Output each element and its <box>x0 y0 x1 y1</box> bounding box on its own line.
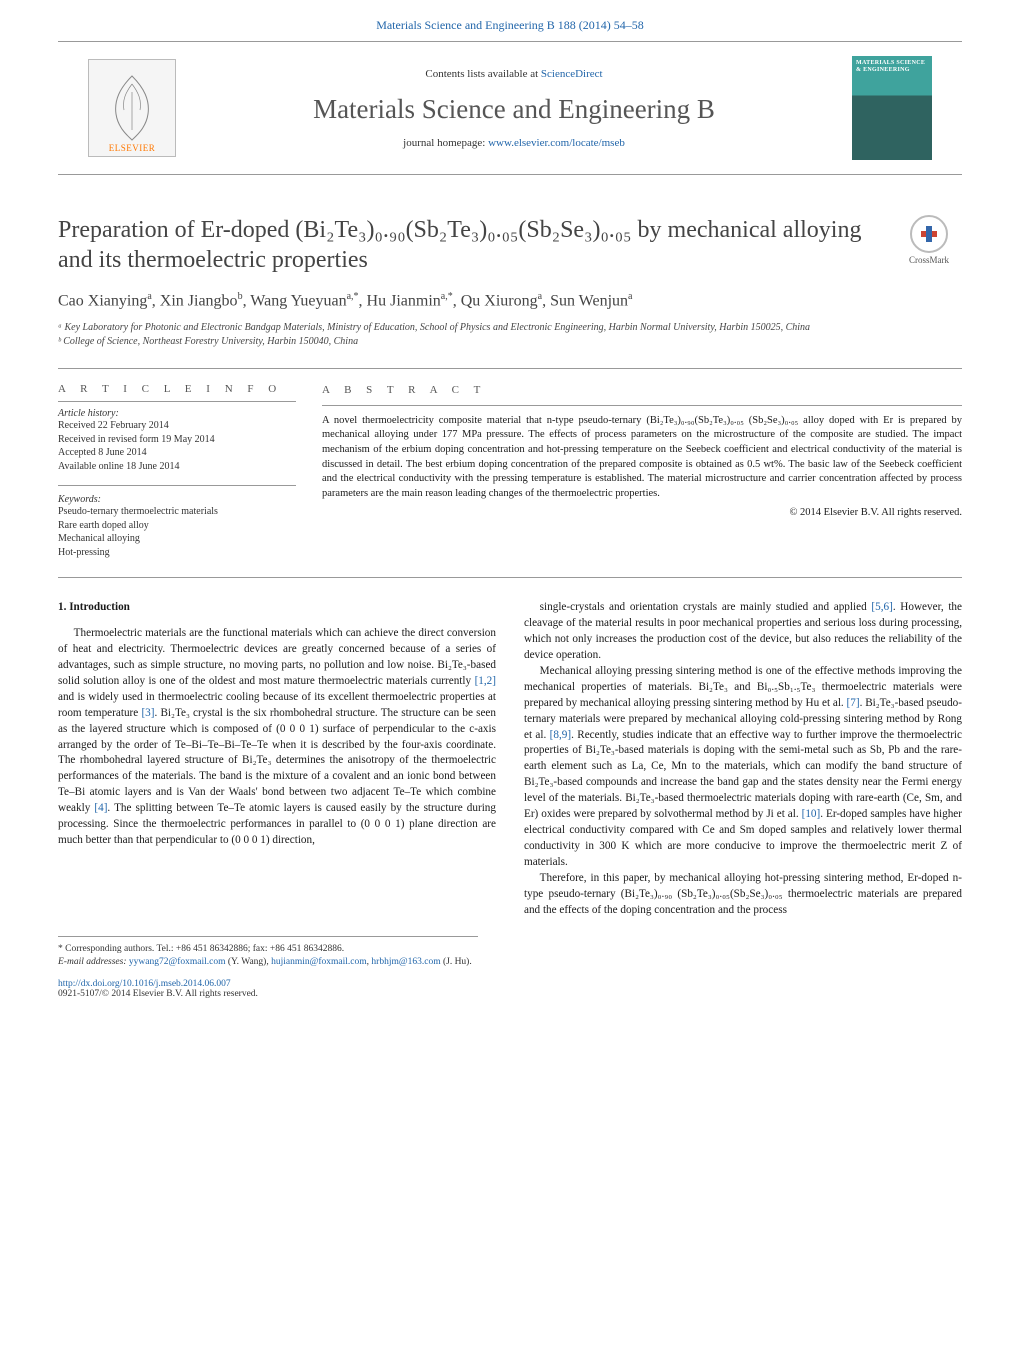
keyword: Mechanical alloying <box>58 532 296 546</box>
keyword: Rare earth doped alloy <box>58 519 296 533</box>
abstract-column: A B S T R A C T A novel thermoelectricit… <box>322 383 962 559</box>
keyword: Pseudo-ternary thermoelectric materials <box>58 505 296 519</box>
email-line: E-mail addresses: yywang72@foxmail.com (… <box>58 956 478 969</box>
banner-center: Contents lists available at ScienceDirec… <box>176 68 852 149</box>
history-line: Received in revised form 19 May 2014 <box>58 433 296 447</box>
cover-title: MATERIALS SCIENCE & ENGINEERING <box>856 60 928 73</box>
crossmark-icon <box>910 215 948 253</box>
article-info-column: A R T I C L E I N F O Article history: R… <box>58 383 296 559</box>
intro-para-2: single-crystals and orientation crystals… <box>524 600 962 664</box>
running-head: Materials Science and Engineering B 188 … <box>0 0 1020 41</box>
email-who-1: (Y. Wang), <box>226 957 272 967</box>
intro-para-3: Mechanical alloying pressing sintering m… <box>524 664 962 871</box>
paper-title: Preparation of Er-doped (Bi₂Te₃)₀.₉₀(Sb₂… <box>58 215 880 275</box>
affiliation-b: ᵇ College of Science, Northeast Forestry… <box>58 335 962 349</box>
intro-para-4: Therefore, in this paper, by mechanical … <box>524 871 962 919</box>
abstract-head: A B S T R A C T <box>322 383 962 405</box>
contents-line: Contents lists available at ScienceDirec… <box>176 68 852 80</box>
history-line: Accepted 8 June 2014 <box>58 446 296 460</box>
email-link-2[interactable]: hujianmin@foxmail.com <box>271 957 367 967</box>
email-link-1[interactable]: yywang72@foxmail.com <box>129 957 226 967</box>
doi-block: http://dx.doi.org/10.1016/j.mseb.2014.06… <box>58 979 962 999</box>
authors-line: Cao Xianyinga, Xin Jiangbob, Wang Yueyua… <box>58 289 962 313</box>
elsevier-wordmark: ELSEVIER <box>109 143 156 153</box>
journal-name: Materials Science and Engineering B <box>176 94 852 125</box>
history-line: Available online 18 June 2014 <box>58 460 296 474</box>
doi-link[interactable]: http://dx.doi.org/10.1016/j.mseb.2014.06… <box>58 979 231 989</box>
body-col-left: 1. Introduction Thermoelectric materials… <box>58 600 496 918</box>
sciencedirect-link[interactable]: ScienceDirect <box>541 68 603 80</box>
affiliations: ᵃ Key Laboratory for Photonic and Electr… <box>58 321 962 348</box>
crossmark-badge[interactable]: CrossMark <box>896 215 962 265</box>
email-link-3[interactable]: hrbhjm@163.com <box>371 957 440 967</box>
footnotes: * Corresponding authors. Tel.: +86 451 8… <box>58 936 478 969</box>
abstract-copyright: © 2014 Elsevier B.V. All rights reserved… <box>322 506 962 521</box>
elsevier-logo: ELSEVIER <box>88 59 176 157</box>
history-head: Article history: <box>58 408 296 419</box>
corresponding-note: * Corresponding authors. Tel.: +86 451 8… <box>58 943 478 956</box>
article-info-head: A R T I C L E I N F O <box>58 383 296 402</box>
abstract-body: A novel thermoelectricity composite mate… <box>322 414 962 502</box>
section-head-intro: 1. Introduction <box>58 600 496 616</box>
issn-line: 0921-5107/© 2014 Elsevier B.V. All right… <box>58 989 258 999</box>
history-line: Received 22 February 2014 <box>58 419 296 433</box>
crossmark-label: CrossMark <box>909 255 949 265</box>
email-label: E-mail addresses: <box>58 957 129 967</box>
body-col-right: single-crystals and orientation crystals… <box>524 600 962 918</box>
homepage-link[interactable]: www.elsevier.com/locate/mseb <box>488 137 625 149</box>
homepage-line: journal homepage: www.elsevier.com/locat… <box>176 137 852 149</box>
elsevier-tree-icon <box>100 70 164 146</box>
intro-para-1: Thermoelectric materials are the functio… <box>58 626 496 849</box>
journal-banner: ELSEVIER Contents lists available at Sci… <box>58 41 962 175</box>
affiliation-a: ᵃ Key Laboratory for Photonic and Electr… <box>58 321 962 335</box>
contents-prefix: Contents lists available at <box>425 68 540 80</box>
homepage-prefix: journal homepage: <box>403 137 488 149</box>
keywords-head: Keywords: <box>58 494 296 505</box>
email-who-3: (J. Hu). <box>441 957 472 967</box>
keyword: Hot-pressing <box>58 546 296 560</box>
journal-cover-thumb: MATERIALS SCIENCE & ENGINEERING <box>852 56 932 160</box>
